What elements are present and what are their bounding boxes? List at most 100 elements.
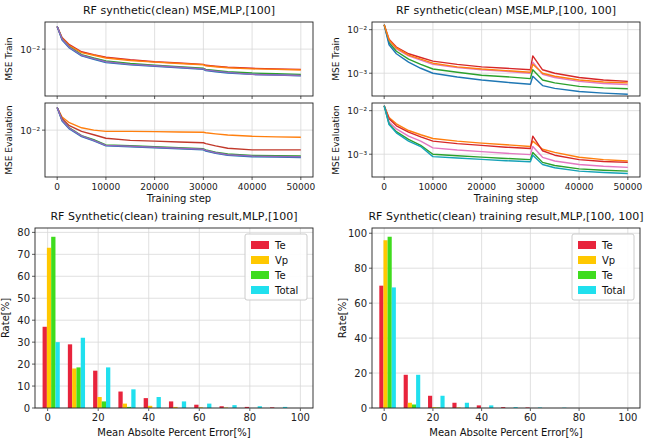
data-group xyxy=(384,25,628,94)
bar xyxy=(118,392,122,408)
tick-mark xyxy=(369,408,372,409)
grid-line xyxy=(579,22,580,96)
bar xyxy=(157,397,161,408)
tick-label: 40 xyxy=(354,333,367,344)
tick-mark xyxy=(369,154,372,155)
legend-swatch xyxy=(578,241,596,249)
series-line xyxy=(384,25,628,82)
series-line xyxy=(57,27,301,70)
grid-line xyxy=(372,110,640,111)
bar xyxy=(93,371,97,408)
tick-label: 10⁻² xyxy=(20,126,40,136)
legend: Te Vp Te Total xyxy=(572,234,634,300)
bar xyxy=(68,344,72,408)
series-line xyxy=(57,108,301,157)
grid-line xyxy=(252,103,253,177)
grid-line xyxy=(372,29,640,30)
tick-label: 0 xyxy=(24,403,30,414)
grid-line xyxy=(530,228,531,408)
tick-label: 40000 xyxy=(565,182,594,192)
series-line xyxy=(384,106,628,174)
legend-label: Te xyxy=(601,240,613,251)
grid-line xyxy=(579,103,580,177)
series-line xyxy=(384,25,628,85)
tick-label: 100 xyxy=(618,412,637,423)
plot-frame xyxy=(35,228,313,408)
legend-swatch xyxy=(578,271,596,279)
tick-label: 40 xyxy=(142,412,155,423)
axis-title: Mean Absolte Percent Error[%] xyxy=(429,427,583,438)
axis-title: Mean Absolte Percent Error[%] xyxy=(97,427,251,438)
grid-line xyxy=(300,22,301,96)
axis-title: Rate[%] xyxy=(0,298,11,338)
grid-line xyxy=(154,103,155,177)
tick-mark xyxy=(369,338,372,339)
legend-label: Total xyxy=(274,285,298,296)
tick-label: 60 xyxy=(17,271,30,282)
legend-label: Te xyxy=(274,240,286,251)
tick-mark xyxy=(369,233,372,234)
plot-background xyxy=(372,103,640,177)
tick-label: 10⁻³ xyxy=(347,150,367,160)
bar xyxy=(169,401,173,408)
grid-line xyxy=(105,103,106,177)
tick-mark xyxy=(579,408,580,411)
figure: 10⁻²RF synthetic(clean) MSE,MLP,[100]MSE… xyxy=(0,0,646,446)
tick-label: 20 xyxy=(17,359,30,370)
bar xyxy=(465,403,469,408)
tick-label: 20000 xyxy=(467,182,496,192)
grid-line xyxy=(105,22,106,96)
tick-label: 80 xyxy=(354,263,367,274)
tick-label: 80 xyxy=(17,227,30,238)
legend-label: Vp xyxy=(602,255,615,266)
tick-label: 10⁻² xyxy=(20,45,40,55)
series-line xyxy=(57,108,301,157)
bar xyxy=(404,375,408,408)
tick-label: 10⁻² xyxy=(347,106,367,116)
axis-title: MSE Train xyxy=(4,37,14,81)
legend-swatch xyxy=(251,271,269,279)
grid-line xyxy=(199,228,200,408)
tick-label: 60 xyxy=(524,412,537,423)
grid-line xyxy=(481,103,482,177)
bar xyxy=(97,397,101,408)
bar xyxy=(72,368,76,408)
grid-line xyxy=(627,103,628,177)
tick-mark xyxy=(369,373,372,374)
grid-line xyxy=(481,22,482,96)
tick-label: 20000 xyxy=(140,182,169,192)
panel: 02040608010001020304050607080RF Syntheti… xyxy=(0,210,313,438)
grid-line xyxy=(384,103,385,177)
legend-label: Te xyxy=(601,270,613,281)
tick-mark xyxy=(627,408,628,411)
bar xyxy=(194,405,198,408)
legend-label: Total xyxy=(601,285,625,296)
legend-label: Vp xyxy=(275,255,288,266)
grid-line xyxy=(203,103,204,177)
tick-label: 0 xyxy=(361,403,367,414)
bar xyxy=(408,403,412,408)
tick-mark xyxy=(369,268,372,269)
tick-label: 100 xyxy=(348,228,367,239)
bar xyxy=(144,398,148,408)
tick-mark xyxy=(369,73,372,74)
plot-frame xyxy=(45,22,313,96)
tick-label: 0 xyxy=(381,412,387,423)
plot-background xyxy=(372,228,640,408)
grid-line xyxy=(384,22,385,96)
tick-label: 50 xyxy=(17,293,30,304)
grid-line xyxy=(98,228,99,408)
bar xyxy=(131,389,135,408)
tick-mark xyxy=(47,408,48,411)
tick-mark xyxy=(300,408,301,411)
bar xyxy=(123,404,127,408)
panel: 020406080100020406080100RF Synthetic(cle… xyxy=(337,210,644,438)
grid-line xyxy=(57,103,58,177)
plot-frame xyxy=(45,103,313,177)
grid-line xyxy=(45,130,313,131)
bar xyxy=(76,367,80,408)
series-line xyxy=(57,27,301,76)
plot-frame xyxy=(372,103,640,177)
series-line xyxy=(57,108,301,158)
tick-mark xyxy=(98,408,99,411)
